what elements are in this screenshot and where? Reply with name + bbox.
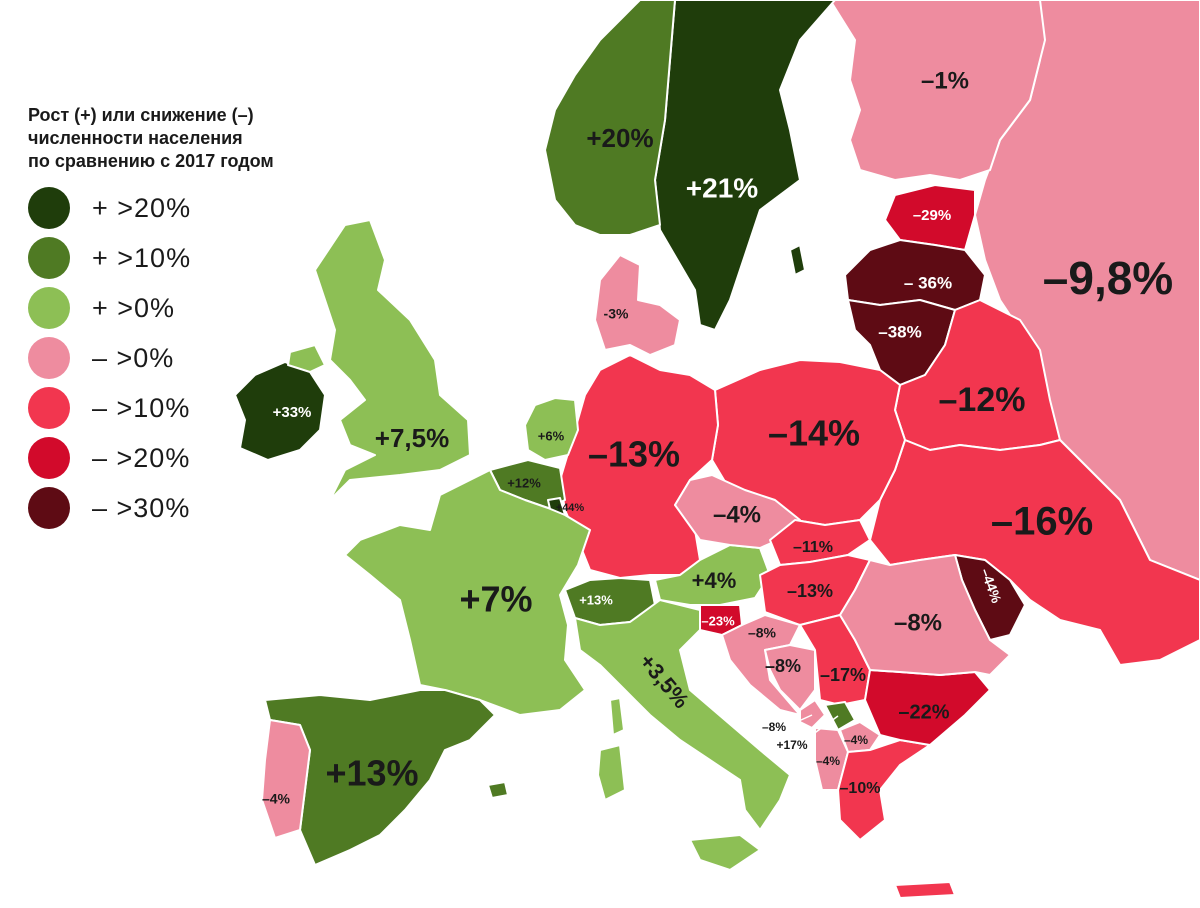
country-greece bbox=[837, 739, 931, 841]
country-denmark bbox=[594, 254, 681, 356]
country-romania bbox=[839, 554, 1011, 676]
country-label-belgium: +12% bbox=[507, 475, 541, 490]
country-norway bbox=[544, 0, 676, 236]
legend-swatch bbox=[28, 287, 70, 329]
country-greece-crete bbox=[894, 881, 956, 899]
country-label-czechia: –4% bbox=[713, 501, 761, 528]
legend-label: – >30% bbox=[92, 492, 191, 523]
pointer-kosovo bbox=[804, 715, 839, 741]
country-label-russia: –9,8% bbox=[1043, 252, 1173, 304]
country-spain-balearic bbox=[487, 781, 509, 799]
country-label-serbia: –17% bbox=[820, 665, 866, 685]
legend-item: + >10% bbox=[28, 233, 358, 283]
country-label-ukraine: –16% bbox=[991, 500, 1093, 544]
country-label-north-macedonia: –4% bbox=[844, 733, 868, 747]
country-label-denmark: -3% bbox=[604, 306, 629, 322]
country-label-germany: –13% bbox=[588, 434, 680, 475]
pointer-montenegro bbox=[789, 714, 813, 726]
country-labels: +20% +21% –1% –9,8% –29% – 36% –38% –12% –16% –14… bbox=[262, 67, 1173, 806]
country-label-poland: –14% bbox=[768, 413, 860, 454]
country-finland bbox=[829, 0, 1046, 181]
country-france bbox=[344, 469, 591, 716]
legend-label: – >20% bbox=[92, 442, 191, 473]
legend: Рост (+) или снижение (–) численности на… bbox=[28, 104, 358, 533]
country-label-finland: –1% bbox=[921, 67, 969, 94]
country-label-uk: +7,5% bbox=[375, 423, 449, 453]
country-italy-sicily bbox=[689, 834, 761, 871]
country-france-corsica bbox=[609, 697, 625, 736]
country-uk bbox=[314, 219, 471, 501]
legend-title: Рост (+) или снижение (–) численности на… bbox=[28, 104, 358, 173]
country-label-greece: –10% bbox=[840, 780, 881, 797]
legend-label: – >10% bbox=[92, 392, 191, 423]
legend-label: – >0% bbox=[92, 342, 175, 373]
legend-swatch bbox=[28, 337, 70, 379]
legend-swatch bbox=[28, 187, 70, 229]
country-label-lithuania: –38% bbox=[878, 322, 921, 341]
country-sweden bbox=[654, 0, 836, 331]
country-label-ireland: +33% bbox=[273, 404, 312, 421]
country-croatia bbox=[721, 614, 801, 716]
legend-item: – >20% bbox=[28, 433, 358, 483]
country-label-portugal: –4% bbox=[262, 791, 291, 807]
legend-swatch bbox=[28, 437, 70, 479]
country-label-luxembourg: +44% bbox=[556, 502, 585, 514]
country-label-switzerland: +13% bbox=[579, 592, 613, 607]
country-sweden-gotland bbox=[789, 244, 806, 276]
country-italy bbox=[574, 599, 791, 831]
country-label-austria: +4% bbox=[692, 568, 737, 593]
legend-swatch bbox=[28, 387, 70, 429]
country-label-kosovo: +17% bbox=[776, 738, 807, 752]
country-label-bulgaria: –22% bbox=[898, 701, 949, 723]
country-label-norway: +20% bbox=[586, 123, 653, 153]
country-label-slovakia: –11% bbox=[793, 539, 833, 556]
country-label-albania: –4% bbox=[816, 754, 840, 768]
legend-item: + >0% bbox=[28, 283, 358, 333]
country-portugal bbox=[261, 719, 311, 839]
legend-label: + >10% bbox=[92, 242, 192, 273]
country-label-netherlands: +6% bbox=[538, 428, 565, 443]
legend-item: – >0% bbox=[28, 333, 358, 383]
legend-swatch bbox=[28, 237, 70, 279]
country-label-belarus: –12% bbox=[939, 381, 1026, 419]
country-label-sweden: +21% bbox=[686, 172, 758, 203]
legend-title-line: численности населения bbox=[28, 128, 243, 148]
legend-title-line: по сравнению с 2017 годом bbox=[28, 151, 274, 171]
country-uk-ni bbox=[287, 344, 326, 373]
legend-swatch bbox=[28, 487, 70, 529]
country-label-estonia: –29% bbox=[913, 207, 951, 224]
country-label-latvia: – 36% bbox=[904, 273, 952, 292]
country-kosovo bbox=[824, 701, 856, 731]
country-label-hungary: –13% bbox=[787, 581, 833, 601]
country-label-france: +7% bbox=[459, 579, 532, 620]
country-label-slovenia: –23% bbox=[701, 613, 735, 628]
legend-label: + >0% bbox=[92, 292, 176, 323]
country-netherlands bbox=[524, 397, 579, 461]
country-italy-sardinia bbox=[597, 744, 626, 801]
country-label-montenegro: –8% bbox=[762, 720, 786, 734]
country-bosnia bbox=[764, 644, 816, 711]
country-label-romania: –8% bbox=[894, 609, 942, 636]
legend-item: + >20% bbox=[28, 183, 358, 233]
country-label-spain: +13% bbox=[325, 753, 418, 794]
country-label-bosnia: –8% bbox=[765, 656, 801, 676]
country-label-croatia: –8% bbox=[748, 625, 777, 641]
legend-title-line: Рост (+) или снижение (–) bbox=[28, 105, 254, 125]
legend-item: – >30% bbox=[28, 483, 358, 533]
legend-label: + >20% bbox=[92, 192, 192, 223]
legend-item: – >10% bbox=[28, 383, 358, 433]
